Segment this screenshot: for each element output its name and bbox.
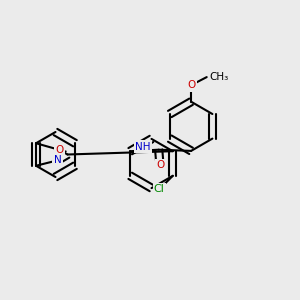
Text: NH: NH: [135, 142, 151, 152]
Text: CH₃: CH₃: [210, 72, 229, 82]
Text: Cl: Cl: [154, 184, 165, 194]
Text: O: O: [55, 145, 64, 155]
Text: O: O: [187, 80, 195, 90]
Text: O: O: [156, 160, 164, 170]
Text: N: N: [54, 155, 61, 165]
